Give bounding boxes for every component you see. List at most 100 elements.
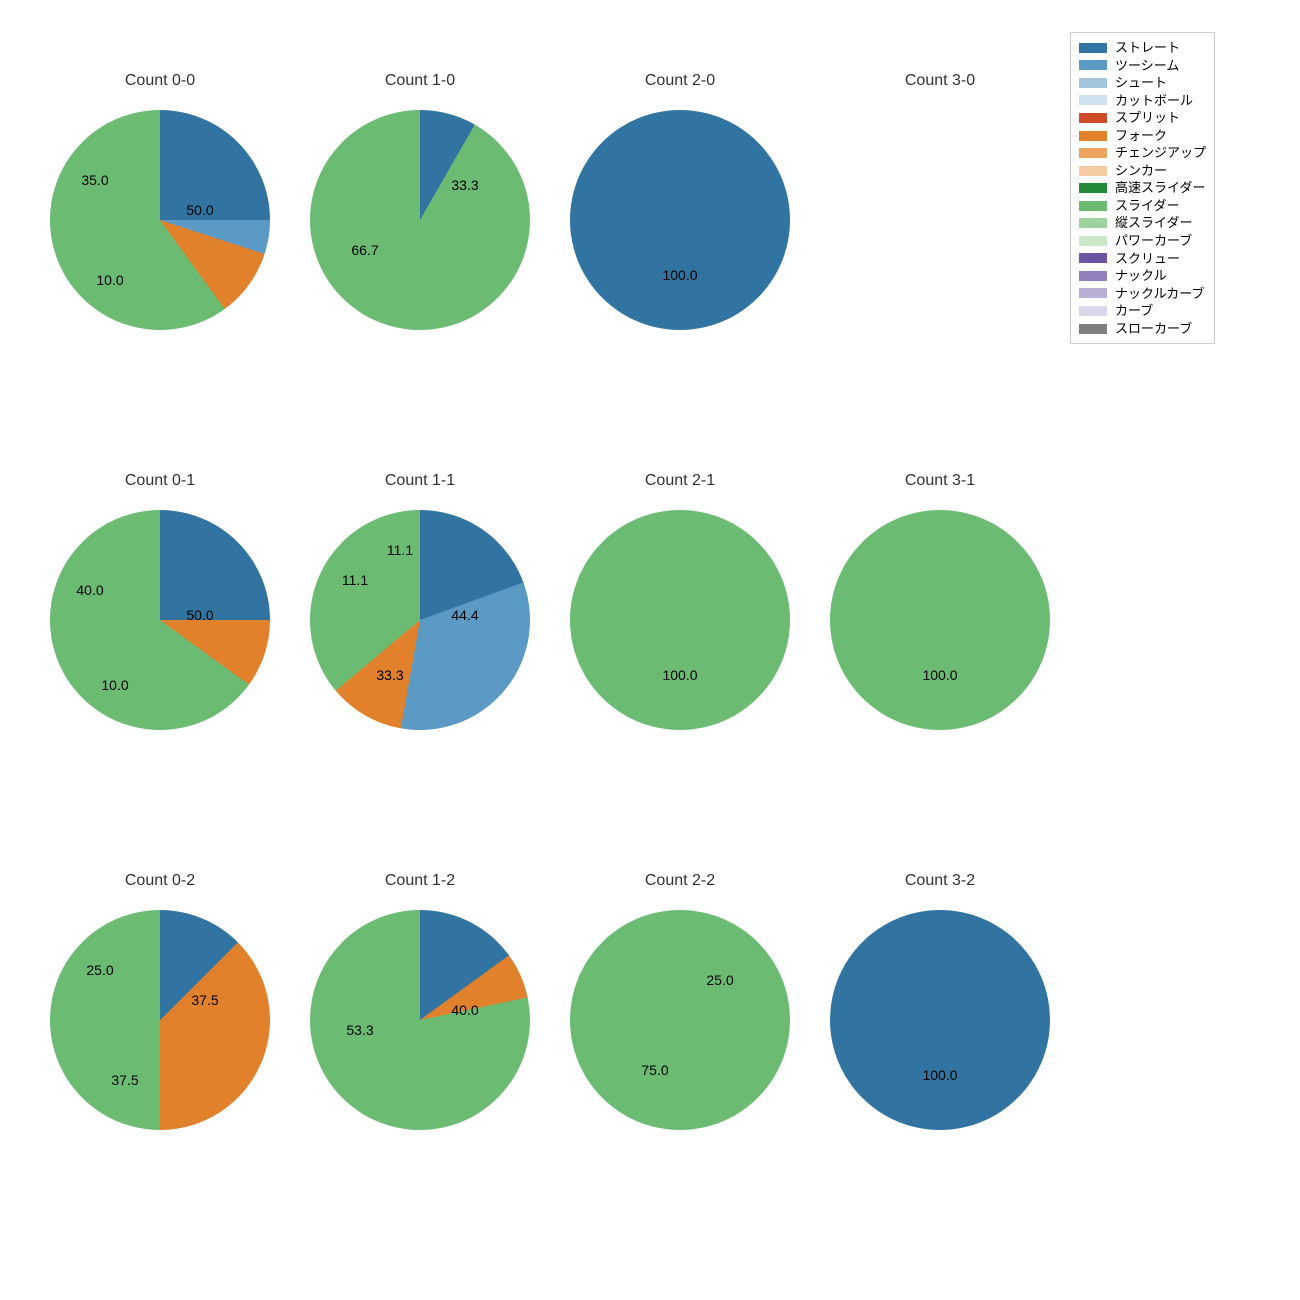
pie-chart-cell: Count 0-0 50.0 10.0 35.0 — [30, 50, 290, 450]
chart-title: Count 3-1 — [810, 472, 1070, 490]
pie-slice-label: 75.0 — [641, 1062, 668, 1078]
pie — [570, 110, 790, 330]
legend-swatch — [1079, 166, 1107, 176]
legend-label: パワーカーブ — [1115, 232, 1192, 250]
legend-swatch — [1079, 271, 1107, 281]
legend-swatch — [1079, 148, 1107, 158]
legend-item: ナックル — [1079, 267, 1206, 285]
legend-label: スプリット — [1115, 109, 1180, 127]
pie-slice-label: 100.0 — [662, 667, 697, 683]
legend-item: ナックルカーブ — [1079, 285, 1206, 303]
chart-title: Count 1-0 — [290, 72, 550, 90]
pie — [50, 510, 270, 730]
legend-item: カットボール — [1079, 92, 1206, 110]
legend-label: ツーシーム — [1115, 57, 1179, 75]
pie-slice-label: 44.4 — [451, 607, 478, 623]
legend-swatch — [1079, 236, 1107, 246]
legend-swatch — [1079, 78, 1107, 88]
pie-slice-label: 53.3 — [346, 1022, 373, 1038]
pie-chart-cell: Count 0-1 50.0 10.0 40.0 — [30, 450, 290, 850]
legend-swatch — [1079, 43, 1107, 53]
legend-label: ストレート — [1115, 39, 1180, 57]
pie-slice-label: 10.0 — [96, 272, 123, 288]
pie-slice-label: 50.0 — [186, 607, 213, 623]
pie — [310, 510, 530, 730]
legend-label: フォーク — [1115, 127, 1167, 145]
pie-slice-label: 35.0 — [81, 172, 108, 188]
pie — [830, 510, 1050, 730]
legend-item: チェンジアップ — [1079, 144, 1206, 162]
pie-chart-cell: Count 2-0100.0 — [550, 50, 810, 450]
legend-label: カットボール — [1115, 92, 1193, 110]
pie-chart-cell: Count 1-2 40.0 53.3 — [290, 850, 550, 1250]
legend-item: スクリュー — [1079, 250, 1206, 268]
legend-swatch — [1079, 306, 1107, 316]
legend-label: ナックル — [1115, 267, 1167, 285]
legend-swatch — [1079, 324, 1107, 334]
pie-slice-label: 100.0 — [662, 267, 697, 283]
legend-item: スプリット — [1079, 109, 1206, 127]
pie — [830, 910, 1050, 1130]
chart-title: Count 3-0 — [810, 72, 1070, 90]
chart-title: Count 1-2 — [290, 872, 550, 890]
pie-slice-label: 37.5 — [191, 992, 218, 1008]
legend-swatch — [1079, 218, 1107, 228]
legend-swatch — [1079, 183, 1107, 193]
legend-label: スライダー — [1115, 197, 1179, 215]
legend-item: ストレート — [1079, 39, 1206, 57]
chart-title: Count 0-0 — [30, 72, 290, 90]
legend-swatch — [1079, 253, 1107, 263]
legend-label: 縦スライダー — [1115, 214, 1192, 232]
pie-slice-label: 100.0 — [922, 667, 957, 683]
pie-slice-label: 37.5 — [111, 1072, 138, 1088]
legend-label: カーブ — [1115, 302, 1153, 320]
chart-title: Count 2-2 — [550, 872, 810, 890]
legend-label: 高速スライダー — [1115, 179, 1205, 197]
legend-label: ナックルカーブ — [1115, 285, 1204, 303]
pie-slice-label: 50.0 — [186, 202, 213, 218]
pie — [310, 110, 530, 330]
legend-swatch — [1079, 95, 1107, 105]
pie-slice-label: 66.7 — [351, 242, 378, 258]
legend-item: ツーシーム — [1079, 57, 1206, 75]
legend: ストレートツーシームシュートカットボールスプリットフォークチェンジアップシンカー… — [1070, 32, 1215, 344]
chart-title: Count 0-2 — [30, 872, 290, 890]
pie-chart-cell: Count 1-0 33.3 66.7 — [290, 50, 550, 450]
legend-item: シュート — [1079, 74, 1206, 92]
pie-slice-label: 11.1 — [387, 542, 413, 558]
legend-swatch — [1079, 288, 1107, 298]
legend-item: シンカー — [1079, 162, 1206, 180]
legend-swatch — [1079, 131, 1107, 141]
pie-chart-cell: Count 2-225.075.0 — [550, 850, 810, 1250]
pie — [570, 510, 790, 730]
pie-slice-label: 40.0 — [451, 1002, 478, 1018]
pie-chart-cell: Count 2-1100.0 — [550, 450, 810, 850]
legend-item: 縦スライダー — [1079, 214, 1206, 232]
pie-chart-cell: Count 3-1 100.0 — [810, 450, 1070, 850]
chart-title: Count 0-1 — [30, 472, 290, 490]
legend-item: パワーカーブ — [1079, 232, 1206, 250]
pie-slice-label: 40.0 — [76, 582, 103, 598]
legend-item: スローカーブ — [1079, 320, 1206, 338]
pie — [50, 110, 270, 330]
pie — [50, 910, 270, 1130]
legend-label: スローカーブ — [1115, 320, 1192, 338]
legend-label: シンカー — [1115, 162, 1167, 180]
pie-slice-label: 33.3 — [451, 177, 478, 193]
chart-title: Count 1-1 — [290, 472, 550, 490]
pie-slice-label: 11.1 — [342, 572, 368, 588]
pie-chart-cell: Count 1-1 44.4 33.3 11.1 11.1 — [290, 450, 550, 850]
pie-slice-label: 25.0 — [86, 962, 113, 978]
pie-slice-label: 10.0 — [101, 677, 128, 693]
legend-swatch — [1079, 113, 1107, 123]
pie-chart-cell: Count 3-0 — [810, 50, 1070, 450]
pie-slice-label: 100.0 — [922, 1067, 957, 1083]
pie — [570, 910, 790, 1130]
pie — [830, 110, 1050, 330]
pie-chart-cell: Count 3-2100.0 — [810, 850, 1070, 1250]
pie-chart-cell: Count 0-2 37.5 37.5 25.0 — [30, 850, 290, 1250]
legend-swatch — [1079, 201, 1107, 211]
pie-slice-label: 33.3 — [376, 667, 403, 683]
pie — [310, 910, 530, 1130]
legend-item: フォーク — [1079, 127, 1206, 145]
